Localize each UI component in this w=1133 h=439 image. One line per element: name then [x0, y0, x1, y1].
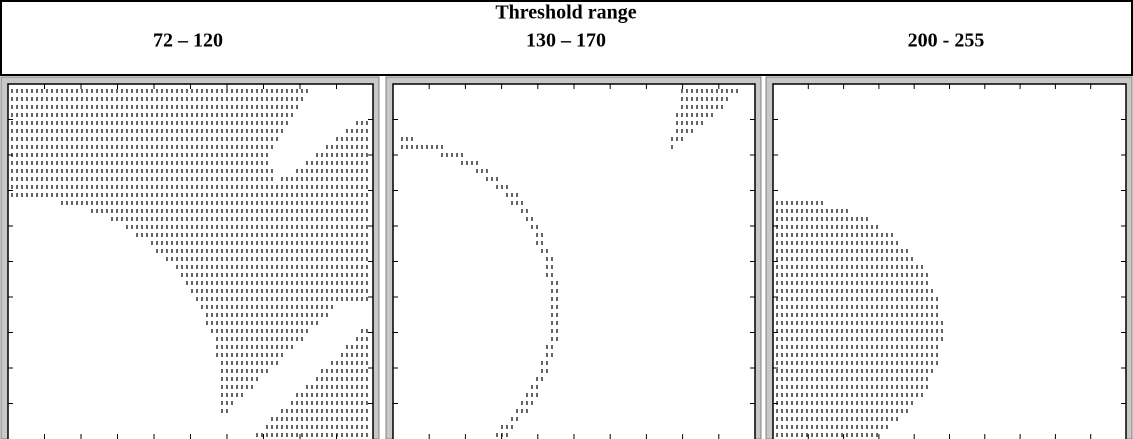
- range-label: 200 - 255: [908, 30, 985, 52]
- threshold-pattern: [11, 89, 368, 437]
- panels: [0, 76, 1133, 439]
- panel-ticks: [393, 84, 755, 439]
- panel-ticks: [773, 84, 1126, 439]
- panel-area: [772, 83, 1127, 439]
- threshold-pattern: [401, 89, 738, 437]
- range-label: 130 – 170: [526, 30, 606, 52]
- panel-area: [7, 83, 374, 439]
- panel-ticks: [8, 84, 373, 439]
- range-label: 72 – 120: [153, 30, 223, 52]
- header-box: [0, 0, 1133, 76]
- threshold-pattern: [776, 201, 943, 437]
- panel-area: [392, 83, 756, 439]
- header-title: Threshold range: [495, 2, 636, 24]
